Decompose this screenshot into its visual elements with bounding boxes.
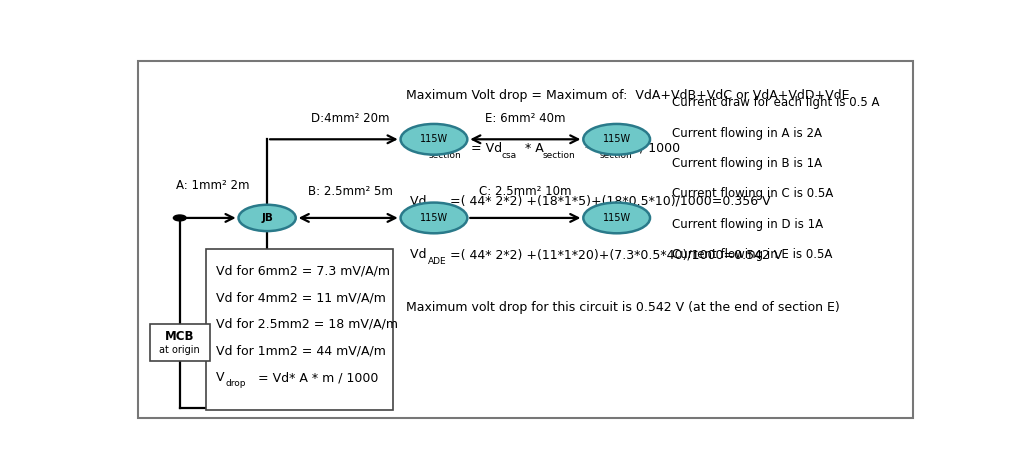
Text: drop: drop [226,379,246,388]
Text: JB: JB [261,213,273,223]
Text: A: 1mm² 2m: A: 1mm² 2m [176,180,249,192]
Text: Current flowing in D is 1A: Current flowing in D is 1A [672,218,823,231]
Text: Vd for 2.5mm2 = 18 mV/A/m: Vd for 2.5mm2 = 18 mV/A/m [215,318,398,331]
Text: =( 44* 2*2) +(11*1*20)+(7.3*0.5*40)/1000=0.542 V: =( 44* 2*2) +(11*1*20)+(7.3*0.5*40)/1000… [450,248,782,261]
Text: Maximum Volt drop = Maximum of:  VdA+VdB+VdC or VdA+VdD+VdE: Maximum Volt drop = Maximum of: VdA+VdB+… [406,89,850,102]
Text: Vd for 1mm2 = 44 mV/A/m: Vd for 1mm2 = 44 mV/A/m [215,344,385,358]
Text: 115W: 115W [420,213,448,223]
Text: 115W: 115W [420,134,448,144]
Circle shape [401,202,467,233]
Text: / 1000: / 1000 [641,142,681,155]
Text: = Vd: = Vd [472,142,502,155]
Circle shape [239,205,296,231]
Text: ABC: ABC [428,204,447,212]
Text: Vd: Vd [406,142,426,155]
Text: ADE: ADE [428,256,447,266]
FancyBboxPatch shape [206,249,393,410]
FancyBboxPatch shape [150,324,209,361]
Text: Maximum volt drop for this circuit is 0.542 V (at the end of section E): Maximum volt drop for this circuit is 0.… [406,301,839,314]
Text: C: 2.5mm² 10m: C: 2.5mm² 10m [479,185,572,198]
Text: section: section [600,151,632,160]
Text: E: 6mm² 40m: E: 6mm² 40m [485,112,566,124]
Text: B: 2.5mm² 5m: B: 2.5mm² 5m [309,185,393,198]
FancyBboxPatch shape [137,61,913,418]
Circle shape [173,215,187,221]
Text: 115W: 115W [603,213,630,223]
Text: Current flowing in B is 1A: Current flowing in B is 1A [672,157,822,170]
Text: Vd for 6mm2 = 7.3 mV/A/m: Vd for 6mm2 = 7.3 mV/A/m [215,265,390,277]
Text: Current flowing in C is 0.5A: Current flowing in C is 0.5A [672,187,833,200]
Text: = Vd* A * m / 1000: = Vd* A * m / 1000 [253,371,378,384]
Circle shape [583,124,650,155]
Text: D:4mm² 20m: D:4mm² 20m [312,112,390,124]
Text: MCB: MCB [165,330,195,343]
Text: =( 44* 2*2) +(18*1*5)+(18*0.5*10)/1000=0.356 V: =( 44* 2*2) +(18*1*5)+(18*0.5*10)/1000=0… [450,195,771,208]
Text: Vd for 4mm2 = 11 mV/A/m: Vd for 4mm2 = 11 mV/A/m [215,291,385,304]
Text: at origin: at origin [159,345,200,355]
Text: Current flowing in E is 0.5A: Current flowing in E is 0.5A [672,248,832,261]
Text: section: section [428,151,461,160]
Text: V: V [215,371,224,384]
Text: * A: * A [522,142,544,155]
Circle shape [401,124,467,155]
Text: Vd: Vd [406,195,426,208]
Text: csa: csa [501,151,517,160]
Text: Current draw for each light is 0.5 A: Current draw for each light is 0.5 A [672,96,879,109]
Text: section: section [543,151,576,160]
Text: 115W: 115W [603,134,630,144]
Circle shape [583,202,650,233]
Text: Current flowing in A is 2A: Current flowing in A is 2A [672,126,822,140]
Text: Vd: Vd [406,248,426,261]
Text: * m: * m [581,142,607,155]
